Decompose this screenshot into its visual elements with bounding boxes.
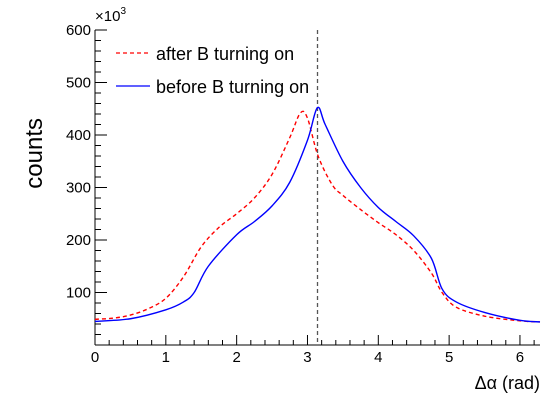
legend-label-before: before B turning on [156,77,309,97]
y-tick-label: 500 [66,75,91,92]
x-tick-label: 1 [162,349,170,366]
x-tick-label: 3 [303,349,311,366]
legend: after B turning on before B turning on [116,44,309,97]
series-line-0 [94,110,541,323]
x-tick-label: 0 [91,349,99,366]
series-layer [94,106,541,323]
x-axis-title: Δα (rad) [475,373,540,393]
y-axis-ticks: 100 200 300 400 500 600 [66,22,107,335]
y-tick-label: 100 [66,285,91,302]
x-tick-label: 4 [374,349,382,366]
x-tick-label: 6 [516,349,524,366]
x-tick-label: 5 [445,349,453,366]
y-tick-label: 400 [66,127,91,144]
series-line-1 [94,106,541,323]
y-tick-label: 600 [66,22,91,39]
legend-label-after: after B turning on [156,44,294,64]
x-axis-ticks: 0 1 2 3 4 5 6 [91,335,535,366]
y-tick-label: 200 [66,232,91,249]
y-tick-label: 300 [66,180,91,197]
x-tick-label: 2 [232,349,240,366]
y-axis-title: counts [21,118,48,189]
y-multiplier: ×103 [95,6,126,25]
